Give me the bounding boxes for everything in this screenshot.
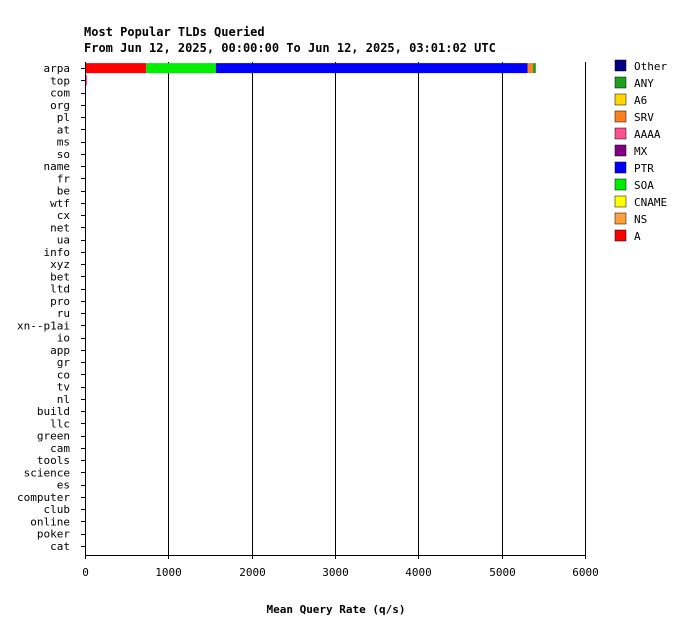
category-label: ltd <box>50 283 70 296</box>
category-label: app <box>50 344 70 357</box>
category-label: name <box>44 160 71 173</box>
legend-swatch-any <box>614 76 627 89</box>
category-label: cam <box>50 442 70 455</box>
chart-title: Most Popular TLDs Queried <box>84 25 265 39</box>
category-label: ru <box>57 307 70 320</box>
category-label: arpa <box>44 62 71 75</box>
category-label: ua <box>57 234 70 247</box>
category-label: online <box>30 515 70 528</box>
legend-label-mx: MX <box>634 145 648 158</box>
category-label: net <box>50 221 70 234</box>
category-label: computer <box>17 491 70 504</box>
category-label: pl <box>57 111 70 124</box>
category-labels: arpatopcomorgplatmssonamefrbewtfcxnetuai… <box>17 62 70 553</box>
x-axis-title: Mean Query Rate (q/s) <box>266 603 405 616</box>
x-tick-label: 2000 <box>239 566 266 579</box>
category-label: bet <box>50 270 70 283</box>
bar-segment-ptr <box>215 63 528 74</box>
category-label: pro <box>50 295 70 308</box>
x-tick-label: 4000 <box>405 566 432 579</box>
legend-swatch-soa <box>614 178 627 191</box>
bar-segment-srv <box>527 63 533 74</box>
x-tick-label: 1000 <box>155 566 182 579</box>
legend-label-ns: NS <box>634 213 647 226</box>
legend-label-aaaa: AAAA <box>634 128 661 141</box>
legend-swatch-aaaa <box>614 127 627 140</box>
category-label: green <box>37 430 70 443</box>
category-label: tv <box>57 381 71 394</box>
legend-swatch-a6 <box>614 93 627 106</box>
category-label: science <box>24 466 70 479</box>
category-label: nl <box>57 393 70 406</box>
x-tick-label: 5000 <box>489 566 516 579</box>
legend: Other ANY A6 SRV AAAA MX PTR SOA CNAME NS A <box>614 59 667 243</box>
category-label: org <box>50 99 70 112</box>
bar-segment-soa <box>146 63 216 74</box>
category-label: at <box>57 123 70 136</box>
chart-subtitle: From Jun 12, 2025, 00:00:00 To Jun 12, 2… <box>84 41 496 55</box>
category-label: xn--p1ai <box>17 319 70 332</box>
category-label: fr <box>57 172 71 185</box>
category-label: cx <box>57 209 71 222</box>
bar-segment-any <box>532 63 536 74</box>
legend-swatch-other <box>614 59 627 72</box>
legend-swatch-a <box>614 229 627 242</box>
category-label: top <box>50 74 70 87</box>
category-label: club <box>44 503 71 516</box>
bars <box>85 63 536 551</box>
category-label: wtf <box>50 197 70 210</box>
legend-swatch-ns <box>614 212 627 225</box>
legend-label-a6: A6 <box>634 94 647 107</box>
bar-segment-a <box>85 63 147 74</box>
category-label: ms <box>57 136 70 149</box>
category-label: llc <box>50 417 70 430</box>
category-label: be <box>57 185 70 198</box>
legend-swatch-mx <box>614 144 627 157</box>
legend-label-ptr: PTR <box>634 162 654 175</box>
legend-swatch-cname <box>614 195 627 208</box>
x-tick-labels: 0 1000 2000 3000 4000 5000 6000 <box>82 566 599 579</box>
category-label: so <box>57 148 70 161</box>
category-label: co <box>57 368 70 381</box>
category-label: es <box>57 479 70 492</box>
legend-label-srv: SRV <box>634 111 654 124</box>
category-label: tools <box>37 454 70 467</box>
legend-label-a: A <box>634 230 641 243</box>
x-tick-label: 6000 <box>572 566 599 579</box>
bar-segment-aaaa <box>85 75 88 86</box>
x-tick-label: 0 <box>82 566 89 579</box>
legend-label-soa: SOA <box>634 179 654 192</box>
category-label: com <box>50 87 70 100</box>
category-label: poker <box>37 528 70 541</box>
category-label: gr <box>57 356 71 369</box>
category-label: io <box>57 332 70 345</box>
legend-swatch-srv <box>614 110 627 123</box>
category-label: cat <box>50 540 70 553</box>
x-tick-label: 3000 <box>322 566 349 579</box>
legend-swatch-ptr <box>614 161 627 174</box>
axes <box>81 62 586 559</box>
legend-label-other: Other <box>634 60 667 73</box>
legend-label-any: ANY <box>634 77 654 90</box>
category-label: info <box>44 246 71 259</box>
gridlines <box>168 62 586 555</box>
category-label: build <box>37 405 70 418</box>
legend-label-cname: CNAME <box>634 196 667 209</box>
category-label: xyz <box>50 258 70 271</box>
